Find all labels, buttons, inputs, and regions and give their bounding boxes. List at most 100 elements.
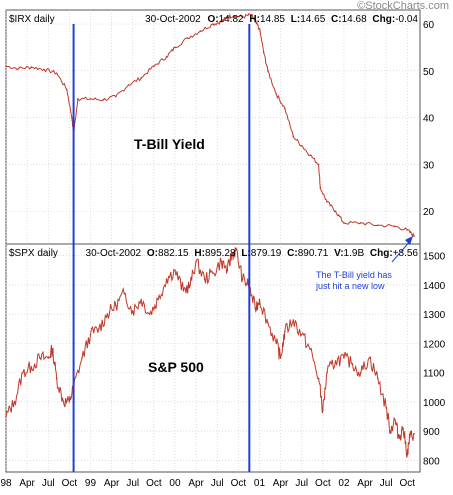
bottom-data-point [279,357,282,359]
top-close-value: 14.68 [342,14,367,25]
x-tick-label: Oct [315,478,331,489]
bottom-data-point [409,436,411,438]
bottom-data-point [220,260,223,263]
bottom-symbol: $SPX daily [9,248,58,259]
x-tick-label: 01 [254,478,266,489]
top-data-point [5,65,7,67]
bottom-close-value: 890.71 [298,248,329,259]
bottom-data-point [406,453,409,456]
top-y-tick-label: 30 [423,160,435,171]
top-header-date: 30-Oct-2002 [145,14,201,25]
bottom-data-point [5,415,7,418]
top-close-label: C: [331,14,342,25]
bottom-data-point [62,401,65,403]
x-tick-label: Oct [146,478,162,489]
top-panel-frame [5,9,421,245]
top-data-point [250,13,252,16]
bottom-open-label: O: [147,248,158,259]
top-open-value: 14.82 [219,14,244,25]
top-data-point [317,163,320,166]
annotation-arrow-line [391,239,412,263]
bottom-high-value: 895.28 [205,248,236,259]
top-data-point [153,65,155,67]
bottom-data-point [360,371,362,374]
top-data-point [406,229,409,231]
top-header-values: 30-Oct-2002 O:14.82 H:14.85 L:14.65 C:14… [145,14,418,25]
bottom-data-point [47,357,50,359]
bottom-vol-label: V: [334,248,343,259]
bottom-data-point [189,284,191,286]
top-y-tick-label: 20 [423,207,435,218]
bottom-data-point [241,278,244,280]
x-tick-label: 02 [338,478,350,489]
bottom-data-point [203,278,206,280]
bottom-data-point [38,357,41,359]
bottom-data-point [13,401,16,403]
top-data-point [258,27,261,30]
top-data-point [275,93,278,96]
x-tick-label: Apr [188,478,204,489]
bottom-header-date: 30-Oct-2002 [86,248,142,259]
bottom-data-point [300,333,303,336]
bottom-data-point [98,327,100,330]
top-low-value: 14.65 [300,14,325,25]
bottom-data-point [51,348,54,351]
top-data-point [199,30,202,32]
bottom-data-point [398,436,400,438]
x-tick-label: Jul [211,478,224,489]
top-y-tick-labels: 20 30 40 50 60 [423,20,435,218]
bottom-data-point [81,357,83,359]
top-data-point [360,222,362,224]
top-change-value: -0.04 [395,14,418,25]
bottom-data-point [55,377,58,380]
top-data-point [267,70,269,72]
bottom-data-point [393,418,396,421]
bottom-y-tick-label: 1400 [423,281,446,292]
annotation-text: The T-Bill yield has just hit a new low [315,270,392,291]
bottom-data-point [275,342,278,345]
top-data-point [292,135,295,138]
bottom-data-point [148,313,151,315]
x-tick-label: Apr [357,478,373,489]
top-data-point [43,68,45,71]
bottom-data-point [182,289,185,292]
x-tick-label: Jul [42,478,55,489]
top-data-point [233,14,235,17]
bottom-data-point [385,406,388,409]
top-change-label: Chg: [372,14,395,25]
bottom-header-values: 30-Oct-2002 O:882.15 H:895.28 L:879.19 C… [86,248,419,259]
bottom-y-tick-label: 800 [423,456,440,467]
bottom-change-label: Chg: [370,248,393,259]
annotation-arrow-head [405,236,413,245]
x-tick-label: Jul [295,478,308,489]
bottom-data-point [30,365,33,368]
x-tick-label: Oct [400,478,416,489]
x-tick-label: Apr [273,478,289,489]
top-y-tick-label: 60 [423,20,435,31]
bottom-panel-grid [6,255,420,461]
bottom-low-value: 879.19 [251,248,282,259]
bottom-y-tick-label: 1500 [423,252,446,263]
top-data-point [326,201,328,203]
top-data-point [220,20,223,23]
bottom-data-point [254,307,257,310]
bottom-low-label: L: [241,248,250,259]
x-tick-label: Jul [126,478,139,489]
x-tick-label: 00 [169,478,181,489]
top-data-point [165,56,168,58]
tbill-yield-label: T-Bill Yield [134,136,205,152]
bottom-data-point [309,348,311,351]
bottom-data-point [343,357,345,359]
top-data-point [284,107,286,110]
bottom-data-point [140,298,142,301]
top-data-point [241,16,244,18]
top-data-point [89,98,92,100]
bottom-data-point [22,371,24,374]
bottom-data-point [123,292,126,295]
top-open-label: O: [207,14,218,25]
top-y-tick-label: 50 [423,67,435,78]
bottom-data-point [115,304,117,307]
top-data-point [17,67,20,70]
annotation-line: just hit a new low [315,281,385,291]
